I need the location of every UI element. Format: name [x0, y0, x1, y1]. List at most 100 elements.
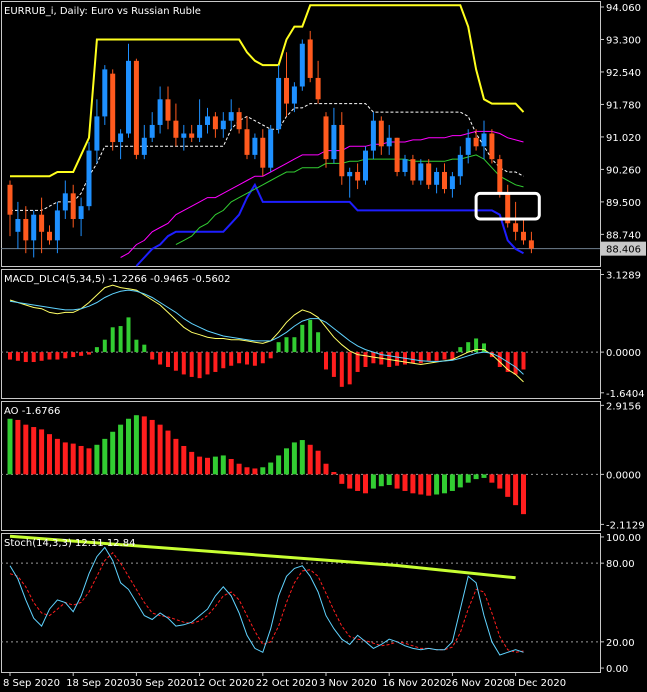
macd-hist-bar — [371, 352, 376, 364]
macd-hist-bar — [252, 352, 257, 366]
ao-bar — [86, 448, 92, 475]
candle-body — [489, 133, 495, 160]
macd-hist-bar — [197, 352, 202, 379]
macd-hist-bar — [94, 347, 99, 353]
macd-hist-bar — [410, 352, 415, 364]
ao-bar — [442, 474, 447, 494]
candle-body — [252, 137, 258, 155]
time-tick-label: 12 Oct 2020 — [193, 678, 255, 689]
macd-hist-bar — [142, 344, 147, 353]
macd-signal-path — [9, 289, 524, 375]
macd-histogram — [8, 317, 526, 387]
ao-bar — [228, 458, 234, 475]
candle-body — [473, 137, 479, 147]
ao-bar — [268, 462, 274, 475]
price-panel-title: EURRUB_i, Daily: Euro vs Russian Ruble — [4, 6, 201, 17]
macd-hist-bar — [213, 352, 218, 372]
macd-hist-bar — [497, 352, 502, 367]
price-tick-label: 91.780 — [606, 100, 641, 111]
ao-bar — [62, 442, 68, 475]
stoch-panel[interactable]: 100.00 80.00 20.00 0.00 Stoch(14,3,3) 12.11… — [1, 533, 641, 675]
candle-body — [355, 171, 361, 181]
candle-body — [528, 240, 534, 249]
candle-body — [284, 77, 289, 104]
macd-hist-bar — [513, 352, 518, 375]
macd-hist-bar — [276, 342, 281, 353]
candle-body — [173, 120, 179, 138]
stoch-tick-label: 0.00 — [606, 664, 628, 675]
time-tick-label: 8 Dec 2020 — [509, 678, 567, 689]
candle-body — [189, 133, 195, 138]
stoch-trend-path — [9, 534, 516, 580]
macd-panel-title: MACD_DLC4(5,34,5) -1.2266 -0.9465 -0.560… — [4, 274, 231, 285]
ao-bar — [31, 427, 37, 475]
time-tick-label: 26 Nov 2020 — [445, 678, 509, 689]
ao-bar — [307, 444, 313, 475]
candle-body — [347, 171, 353, 177]
candle-body — [521, 231, 526, 241]
macd-tick-label: 0.0000 — [606, 348, 641, 359]
highlight-box — [474, 191, 541, 221]
ao-bar — [23, 424, 29, 475]
time-axis: 8 Sep 2020 18 Sep 2020 30 Sep 2020 12 Oct 2… — [3, 672, 566, 689]
macd-hist-bar — [8, 352, 12, 360]
macd-tick-label: -1.6404 — [606, 389, 645, 400]
slow-ma-line — [175, 154, 524, 246]
ao-bar — [473, 474, 479, 480]
ao-bar — [489, 474, 495, 483]
ao-bar — [133, 415, 139, 475]
ao-bar — [212, 456, 218, 475]
stoch-trendline — [9, 534, 516, 580]
candle-body — [31, 214, 37, 241]
candle-body — [457, 154, 463, 177]
macd-panel[interactable]: 3.1289 0.0000 -1.6404 MACD_DLC4(5,34,5) -1… — [1, 270, 645, 400]
candle-body — [220, 120, 226, 130]
candle-body — [315, 77, 321, 100]
ao-bar — [355, 474, 361, 491]
ao-histogram — [7, 415, 526, 515]
candle-body — [62, 193, 68, 211]
macd-hist-bar — [482, 343, 486, 353]
candle-body — [39, 214, 45, 232]
candle-body — [402, 159, 408, 172]
macd-hist-bar — [245, 352, 249, 365]
ao-bar — [118, 424, 124, 475]
ao-bar — [291, 442, 297, 475]
macd-hist-bar — [173, 352, 178, 371]
ao-bar — [181, 445, 187, 475]
candle-body — [205, 116, 210, 125]
macd-hist-bar — [237, 352, 242, 364]
candle-body — [434, 171, 440, 185]
macd-hist-bar — [339, 352, 344, 387]
candle-body — [497, 159, 503, 194]
highlight-rectangle — [474, 191, 541, 221]
ao-axis-ticks: 2.9156 0.0000 -2.1129 — [600, 401, 645, 531]
macd-axis-ticks: 3.1289 0.0000 -1.6404 — [600, 270, 645, 400]
macd-hist-bar — [55, 352, 60, 360]
ao-bar — [189, 451, 195, 475]
candle-body — [165, 99, 171, 121]
ao-bar — [94, 444, 100, 475]
macd-hist-bar — [450, 352, 455, 360]
ao-tick-label: 2.9156 — [606, 401, 641, 412]
macd-hist-bar — [15, 352, 20, 361]
macd-hist-bar — [458, 347, 463, 353]
candle-body — [378, 120, 384, 147]
macd-hist-bar — [331, 352, 336, 377]
price-panel[interactable]: 94.060 93.300 92.540 91.780 91.020 90.260 89.5… — [1, 3, 646, 267]
macd-hist-bar — [426, 352, 431, 361]
time-tick-label: 3 Nov 2020 — [319, 678, 377, 689]
ao-panel[interactable]: 2.9156 0.0000 -2.1129 AO -1.6766 — [1, 401, 645, 531]
ao-bar — [102, 438, 108, 475]
stoch-tick-label: 20.00 — [606, 638, 635, 649]
ao-bar — [15, 419, 21, 475]
macd-hist-bar — [260, 352, 265, 364]
candles — [7, 30, 534, 258]
ao-bar — [315, 450, 321, 475]
ao-bar — [7, 418, 13, 475]
candle-body — [149, 124, 155, 138]
ao-bar — [402, 474, 408, 491]
candle-body — [110, 73, 116, 143]
ao-bar — [110, 431, 116, 475]
